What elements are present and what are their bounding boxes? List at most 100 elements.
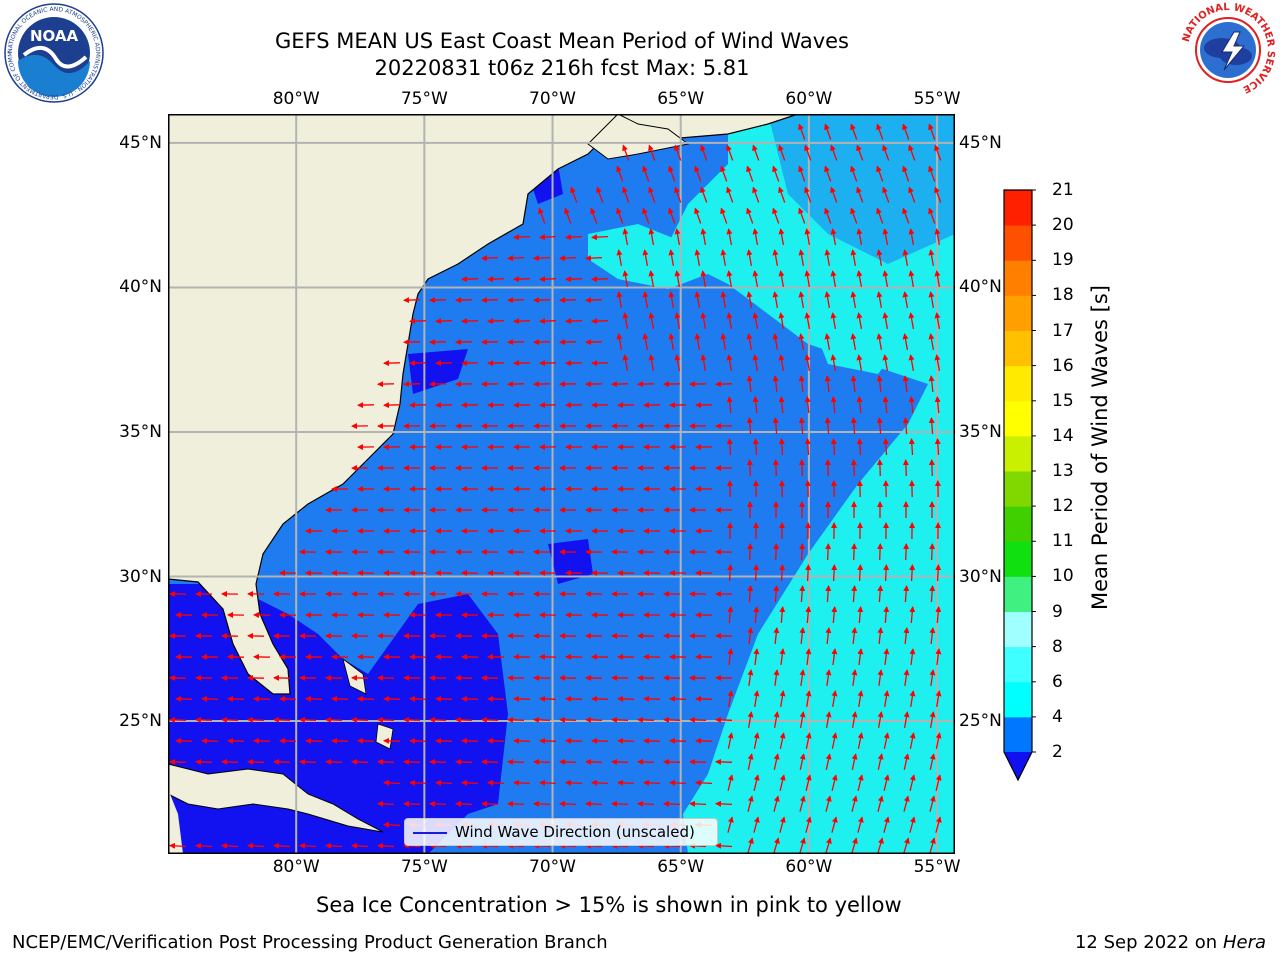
colorbar-segment — [1004, 681, 1032, 718]
date-text: 12 Sep 2022 on — [1074, 932, 1218, 953]
wave-arrow — [772, 207, 780, 224]
wave-arrow — [902, 165, 910, 182]
nws-logo: NATIONAL WEATHER SERVICE — [1178, 0, 1278, 100]
wave-arrow — [929, 543, 936, 561]
lat-tick-right: 25°N — [959, 711, 1002, 732]
wave-arrow — [902, 207, 910, 224]
colorbar — [1003, 189, 1036, 782]
wave-arrow — [903, 795, 910, 812]
wave-arrow — [883, 732, 890, 749]
colorbar-segment — [1004, 471, 1032, 507]
wave-arrow — [559, 255, 577, 262]
wave-arrow — [674, 354, 681, 372]
wave-arrow — [383, 695, 401, 702]
wave-arrow — [409, 737, 427, 744]
wave-arrow — [611, 800, 629, 807]
wave-arrow — [850, 165, 858, 182]
wave-arrow — [778, 438, 785, 456]
colorbar-tick-label: 12 — [1052, 496, 1074, 517]
lon-tick-top: 55°W — [913, 89, 961, 109]
wave-arrow — [928, 291, 935, 309]
colorbar-tick-label: 17 — [1052, 320, 1074, 341]
wave-arrow — [570, 186, 578, 203]
wave-arrow — [325, 842, 343, 849]
wave-arrow — [929, 711, 936, 729]
wave-arrow — [435, 779, 453, 786]
wave-arrow — [559, 758, 577, 765]
wave-arrow — [772, 249, 779, 267]
wave-arrow — [772, 291, 779, 309]
wave-arrow — [928, 459, 935, 477]
wave-arrow — [753, 690, 760, 708]
wave-arrow — [903, 627, 910, 645]
wave-arrow — [533, 758, 551, 765]
wave-arrow — [753, 606, 760, 624]
colorbar-segment — [1004, 435, 1032, 472]
colorbar-tick-label: 11 — [1052, 531, 1074, 552]
wave-arrow — [851, 585, 858, 603]
wave-arrow — [331, 737, 349, 744]
wave-arrow — [669, 737, 687, 744]
wave-arrow — [909, 732, 916, 749]
wave-arrow — [908, 396, 915, 414]
wave-arrow — [929, 627, 936, 645]
wave-arrow — [752, 270, 759, 288]
wave-arrow — [539, 276, 557, 283]
wave-arrow — [882, 228, 889, 246]
wave-arrow — [778, 354, 785, 372]
wave-arrow — [824, 417, 831, 435]
wave-arrow — [825, 543, 832, 561]
wave-arrow — [305, 695, 323, 702]
wave-arrow — [461, 318, 479, 325]
wave-arrow — [403, 800, 421, 807]
wave-arrow — [909, 816, 916, 833]
wave-arrow — [455, 758, 473, 765]
wave-arrow — [824, 165, 832, 182]
wave-arrow — [642, 249, 649, 267]
wave-arrow — [928, 249, 935, 267]
wave-arrow — [377, 800, 395, 807]
wave-arrow — [513, 276, 531, 283]
wave-arrow — [877, 753, 884, 770]
wave-arrow — [909, 690, 916, 708]
wave-arrow — [694, 249, 701, 267]
wave-arrow — [799, 753, 806, 770]
wave-arrow — [778, 144, 786, 161]
wave-arrow — [903, 585, 910, 603]
wave-arrow — [565, 779, 583, 786]
wave-arrow — [700, 354, 707, 372]
wave-arrow — [564, 207, 572, 224]
wave-arrow — [539, 779, 557, 786]
wave-arrow — [831, 732, 838, 749]
wave-arrow — [856, 144, 864, 161]
wave-arrow — [409, 779, 427, 786]
nova-scotia-land — [587, 114, 690, 160]
wave-arrow — [533, 255, 551, 262]
wave-arrow — [804, 144, 812, 161]
wave-arrow — [851, 837, 858, 854]
wave-arrow — [825, 585, 832, 603]
wave-arrow — [201, 695, 219, 702]
wave-arrow — [507, 255, 525, 262]
colorbar-tick-label: 2 — [1052, 742, 1063, 762]
wave-arrow — [824, 333, 831, 351]
wave-arrow — [825, 627, 832, 645]
wave-arrow — [299, 716, 317, 723]
wave-arrow — [929, 837, 936, 854]
wave-arrow — [325, 716, 343, 723]
wave-arrow — [877, 837, 884, 854]
wave-arrow — [533, 800, 551, 807]
wave-arrow — [585, 800, 603, 807]
lat-tick-right: 35°N — [959, 421, 1002, 442]
wave-arrow — [876, 417, 883, 435]
wave-arrow — [850, 249, 857, 267]
colorbar-segment — [1004, 400, 1032, 437]
wave-arrow — [383, 737, 401, 744]
wave-arrow — [622, 186, 630, 203]
wave-arrow — [779, 648, 786, 665]
colorbar-segment — [1004, 716, 1032, 753]
wave-arrow — [507, 800, 525, 807]
colorbar-tick-label: 16 — [1052, 355, 1074, 376]
colorbar-label: Mean Period of Wind Waves [s] — [1088, 285, 1112, 610]
wave-arrow — [799, 585, 806, 603]
